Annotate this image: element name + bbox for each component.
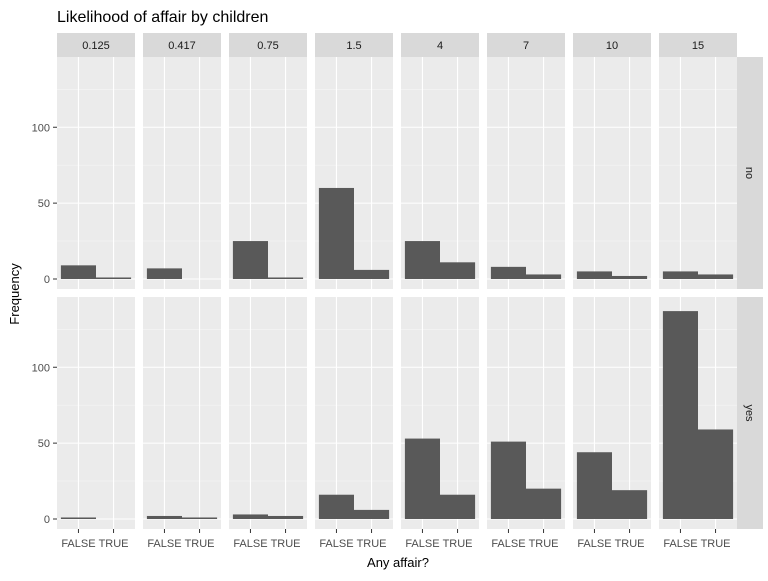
y-tick-label: 50 <box>38 438 50 450</box>
bar-yes-7-FALSE <box>490 441 526 519</box>
bar-yes-1.5-FALSE <box>318 494 354 519</box>
x-tick-label: TRUE <box>529 538 559 550</box>
bar-no-7-TRUE <box>526 274 562 279</box>
y-tick-label: 0 <box>44 514 50 526</box>
y-tick-label: 50 <box>38 198 50 210</box>
bar-yes-10-FALSE <box>576 452 612 519</box>
x-tick-label: TRUE <box>99 538 129 550</box>
x-axis-title: Any affair? <box>367 555 429 570</box>
y-tick-label: 100 <box>32 362 50 374</box>
x-tick-label: TRUE <box>443 538 473 550</box>
bar-no-7-FALSE <box>490 266 526 279</box>
bar-no-0.417-FALSE <box>146 268 182 279</box>
facet-row-strip-no <box>737 57 763 289</box>
x-tick-label: FALSE <box>233 538 267 550</box>
facet-strip-label: 7 <box>523 40 529 52</box>
bar-no-15-FALSE <box>662 271 698 279</box>
x-tick-label: TRUE <box>185 538 215 550</box>
x-tick-label: FALSE <box>61 538 95 550</box>
y-axis-title: Frequency <box>7 263 22 325</box>
panel-background <box>229 297 307 529</box>
bar-yes-15-TRUE <box>698 429 734 519</box>
panel-background <box>487 57 565 289</box>
facet-panels: 0.125 0.417 0.75 1.5 4 7 10 15 no yes 0 50 100 0 50 100… <box>32 33 763 550</box>
facet-strip-label: 0.417 <box>168 40 196 52</box>
bar-no-1.5-TRUE <box>354 269 390 279</box>
bar-yes-0.75-FALSE <box>232 514 268 519</box>
bar-no-0.125-FALSE <box>60 265 96 279</box>
panel-background <box>573 57 651 289</box>
bar-yes-4-FALSE <box>404 438 440 519</box>
x-tick-label: FALSE <box>147 538 181 550</box>
facet-strip-15 <box>659 33 737 57</box>
x-tick-label: FALSE <box>577 538 611 550</box>
x-tick-label: TRUE <box>615 538 645 550</box>
x-tick-label: FALSE <box>405 538 439 550</box>
bar-no-10-TRUE <box>612 275 648 279</box>
bar-no-0.75-FALSE <box>232 241 268 279</box>
panel-background <box>57 57 135 289</box>
x-tick-label: TRUE <box>271 538 301 550</box>
facet-strip-0.75 <box>229 33 307 57</box>
facet-strip-label: 0.125 <box>82 40 110 52</box>
panel-background <box>143 57 221 289</box>
bar-no-4-FALSE <box>404 241 440 279</box>
facet-strip-1.5 <box>315 33 393 57</box>
bar-no-0.75-TRUE <box>268 277 304 279</box>
panel-background <box>659 57 737 289</box>
facet-strip-0.417 <box>143 33 221 57</box>
x-tick-label: FALSE <box>491 538 525 550</box>
panel-background <box>57 297 135 529</box>
facet-row-strip-yes <box>737 297 763 529</box>
y-tick-label: 100 <box>32 122 50 134</box>
bar-no-15-TRUE <box>698 274 734 279</box>
bar-no-4-TRUE <box>440 262 476 279</box>
facet-strip-0.125 <box>57 33 135 57</box>
facet-strip-4 <box>401 33 479 57</box>
x-tick-label: TRUE <box>357 538 387 550</box>
panel-background <box>143 297 221 529</box>
facet-strip-label: 1.5 <box>346 40 361 52</box>
bar-yes-15-FALSE <box>662 311 698 519</box>
x-tick-label: FALSE <box>663 538 697 550</box>
facet-strip-label: 4 <box>437 40 443 52</box>
bar-yes-4-TRUE <box>440 494 476 519</box>
facet-row-strip-label: no <box>743 167 755 179</box>
panel-background <box>315 297 393 529</box>
bar-yes-0.125-FALSE <box>60 517 96 519</box>
chart-title: Likelihood of affair by children <box>57 9 268 26</box>
x-tick-label: FALSE <box>319 538 353 550</box>
bar-yes-7-TRUE <box>526 488 562 519</box>
bar-yes-0.417-TRUE <box>182 517 218 519</box>
y-tick-label: 0 <box>44 274 50 286</box>
facet-strip-7 <box>487 33 565 57</box>
facet-strip-10 <box>573 33 651 57</box>
bar-no-1.5-FALSE <box>318 187 354 279</box>
bar-no-10-FALSE <box>576 271 612 279</box>
facet-row-strip-label: yes <box>743 404 755 422</box>
facet-strip-label: 0.75 <box>257 40 278 52</box>
bar-yes-1.5-TRUE <box>354 509 390 519</box>
x-tick-label: TRUE <box>701 538 731 550</box>
bar-yes-0.75-TRUE <box>268 515 304 519</box>
facet-strip-label: 10 <box>606 40 618 52</box>
bar-no-0.125-TRUE <box>96 277 132 279</box>
bar-yes-0.417-FALSE <box>146 515 182 519</box>
bar-yes-10-TRUE <box>612 490 648 519</box>
facet-strip-label: 15 <box>692 40 704 52</box>
